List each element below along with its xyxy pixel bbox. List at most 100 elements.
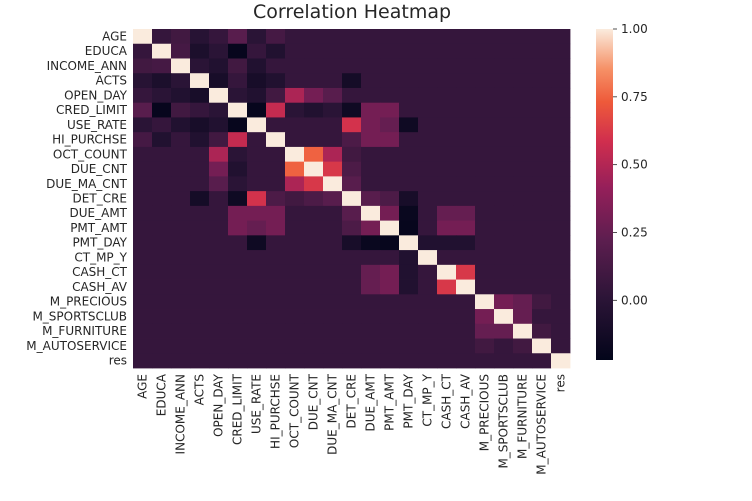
- row-labels: AGEEDUCAINCOME_ANNACTSOPEN_DAYCRED_LIMIT…: [26, 29, 128, 367]
- heatmap-cell: [304, 29, 324, 45]
- heatmap-cell: [342, 73, 362, 89]
- heatmap-cell: [304, 87, 324, 104]
- column-labels: AGE EDUCA INCOME_ANN ACTS OPEN_DAY CRED_LIMIT…: [136, 373, 568, 475]
- heatmap-cell: [399, 279, 419, 295]
- heatmap-cell: [399, 338, 419, 354]
- heatmap-cell: [304, 161, 324, 177]
- heatmap-cell: [418, 146, 438, 163]
- heatmap-cell: [228, 191, 248, 207]
- heatmap-cell: [399, 58, 419, 74]
- heatmap-cell: [513, 146, 533, 163]
- colorbar: [596, 29, 613, 360]
- column-label: ACTS: [193, 374, 207, 405]
- heatmap-cell: [456, 309, 476, 325]
- column-label: DUE_MA_CNT: [326, 373, 340, 455]
- heatmap-cell: [152, 146, 172, 163]
- heatmap-cell: [152, 353, 172, 369]
- heatmap-cell: [247, 161, 267, 177]
- heatmap-cell: [361, 73, 381, 89]
- row-label: HI_PURCHSE: [52, 133, 127, 147]
- heatmap-cell: [494, 87, 514, 104]
- heatmap-cell: [266, 43, 286, 59]
- heatmap-cell: [342, 87, 362, 104]
- heatmap-cell: [532, 220, 552, 236]
- heatmap-cell: [418, 191, 438, 207]
- heatmap-cell: [209, 205, 229, 222]
- heatmap-cell: [304, 264, 324, 280]
- heatmap-cell: [266, 161, 286, 177]
- heatmap-cell: [285, 279, 305, 295]
- heatmap-cell: [513, 264, 533, 280]
- heatmap-cell: [513, 191, 533, 207]
- heatmap-cell: [532, 250, 552, 266]
- heatmap-cell: [152, 323, 172, 339]
- heatmap-cell: [475, 338, 495, 354]
- heatmap-cell: [247, 279, 267, 295]
- heatmap-cell: [190, 73, 210, 89]
- colorbar-tick-label: 0.50: [621, 158, 648, 172]
- heatmap-cell: [323, 279, 343, 295]
- row-label: PMT_DAY: [72, 236, 127, 250]
- heatmap-cell: [494, 73, 514, 89]
- heatmap-cell: [456, 279, 476, 295]
- heatmap-cell: [133, 279, 153, 295]
- column-label: DET_CRE: [345, 374, 359, 428]
- row-label: OCT_COUNT: [53, 147, 128, 161]
- heatmap-cell: [361, 87, 381, 104]
- heatmap-cell: [304, 102, 324, 118]
- heatmap-cell: [437, 338, 457, 354]
- chart-title: Correlation Heatmap: [253, 1, 451, 23]
- heatmap-cell: [209, 176, 229, 192]
- heatmap-cell: [418, 73, 438, 89]
- heatmap-cell: [247, 191, 267, 207]
- heatmap-cell: [247, 29, 267, 45]
- row-label: ACTS: [96, 74, 127, 88]
- heatmap-cell: [532, 87, 552, 104]
- heatmap-cell: [304, 191, 324, 207]
- heatmap-cell: [171, 43, 191, 59]
- heatmap-cell: [494, 235, 514, 251]
- heatmap-cell: [323, 73, 343, 89]
- colorbar-tick-label: 1.00: [621, 22, 648, 36]
- heatmap-cell: [418, 117, 438, 133]
- heatmap-cell: [475, 323, 495, 339]
- heatmap-cell: [152, 102, 172, 118]
- heatmap-cell: [152, 161, 172, 177]
- column-label: res: [554, 374, 568, 392]
- heatmap-cell: [171, 353, 191, 369]
- heatmap-cell: [323, 132, 343, 148]
- heatmap-cell: [323, 205, 343, 222]
- heatmap-cell: [209, 146, 229, 163]
- heatmap-cell: [380, 73, 400, 89]
- heatmap-cell: [285, 29, 305, 45]
- heatmap-cell: [456, 264, 476, 280]
- heatmap-cell: [513, 279, 533, 295]
- heatmap-cell: [342, 250, 362, 266]
- heatmap-cell: [304, 323, 324, 339]
- heatmap-cell: [190, 264, 210, 280]
- column-label: OPEN_DAY: [212, 373, 226, 437]
- heatmap-cell: [152, 279, 172, 295]
- heatmap-cell: [551, 102, 571, 118]
- heatmap-cell: [152, 191, 172, 207]
- heatmap-cell: [437, 309, 457, 325]
- heatmap-cell: [323, 235, 343, 251]
- heatmap-cell: [380, 294, 400, 310]
- heatmap-cell: [361, 264, 381, 280]
- heatmap-cell: [494, 323, 514, 339]
- column-label: DUE_CNT: [307, 373, 321, 430]
- heatmap-cell: [399, 353, 419, 369]
- heatmap-cell: [247, 87, 267, 104]
- heatmap-cell: [418, 353, 438, 369]
- column-label: INCOME_ANN: [174, 374, 188, 454]
- heatmap-cell: [475, 117, 495, 133]
- heatmap-cell: [380, 353, 400, 369]
- heatmap-cell: [190, 58, 210, 74]
- heatmap-cell: [171, 73, 191, 89]
- heatmap-cell: [304, 43, 324, 59]
- heatmap-cell: [475, 309, 495, 325]
- heatmap-cell: [513, 205, 533, 222]
- heatmap-cell: [285, 205, 305, 222]
- heatmap-cell: [380, 161, 400, 177]
- heatmap-cell: [209, 117, 229, 133]
